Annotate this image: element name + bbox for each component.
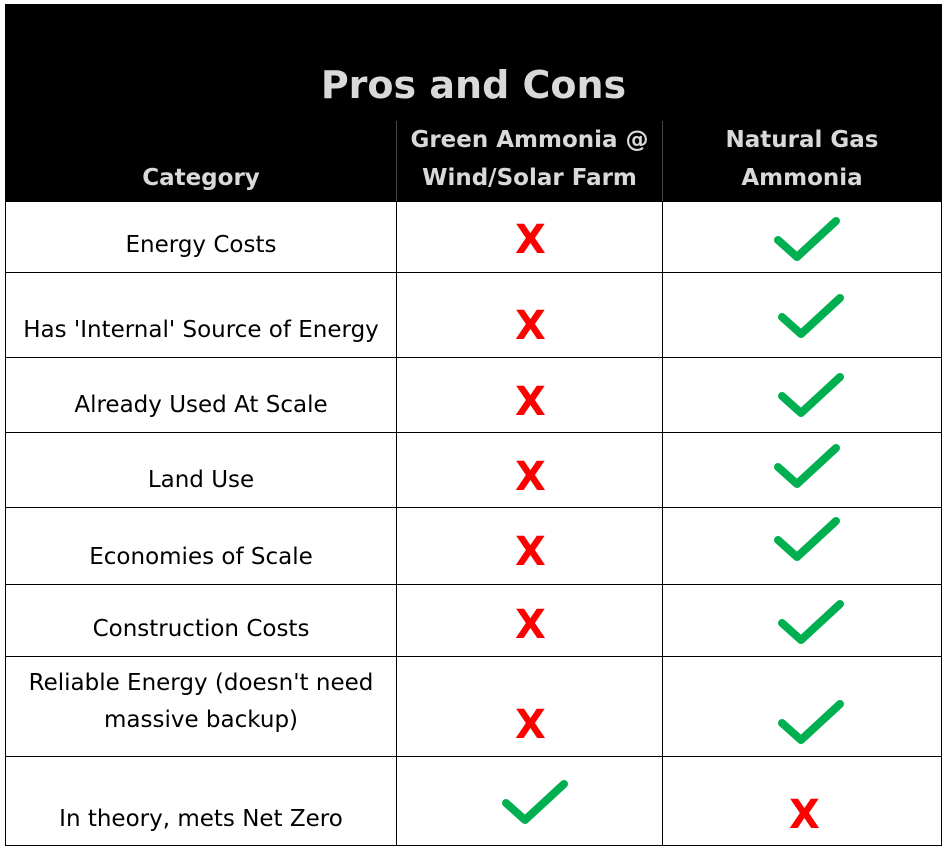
table-row: Has 'Internal' Source of Energy X [6,272,941,357]
category-label: In theory, mets Net Zero [59,806,343,832]
cross-mark-icon: X [515,217,546,263]
cross-mark-icon: X [515,303,546,349]
green-cell: X [397,202,663,272]
category-cell: Energy Costs [6,202,397,272]
category-label: Has 'Internal' Source of Energy [23,317,379,343]
gas-cell [663,585,941,656]
header-green-line1: Green Ammonia @ [410,127,649,153]
green-cell: X [397,585,663,656]
cross-mark-icon: X [515,702,546,748]
check-mark-icon [778,700,844,744]
category-label: Energy Costs [125,232,277,258]
check-mark-icon [778,600,844,644]
gas-cell [663,433,941,507]
category-cell: Already Used At Scale [6,358,397,432]
green-cell [397,757,663,846]
header-green-ammonia: Green Ammonia @ Wind/Solar Farm [397,121,663,201]
check-mark-icon [774,217,840,261]
pros-cons-table: Pros and Cons Category Green Ammonia @ W… [5,4,942,846]
green-cell: X [397,433,663,507]
check-mark-icon [778,373,844,417]
gas-cell: X [663,757,941,846]
category-cell: Economies of Scale [6,508,397,584]
gas-cell [663,358,941,432]
category-label-line2: massive backup) [103,707,299,733]
check-mark-icon [774,444,840,488]
category-label: Construction Costs [92,616,310,642]
category-cell: Land Use [6,433,397,507]
header-category: Category [6,121,397,201]
green-cell: X [397,657,663,756]
header-category-label: Category [142,165,260,191]
table-row: Reliable Energy (doesn't need massive ba… [6,656,941,756]
check-mark-icon [502,780,568,824]
table-row: Economies of Scale X [6,507,941,584]
category-cell: In theory, mets Net Zero [6,757,397,846]
table-row: Land Use X [6,432,941,507]
header-gas-label: Natural Gas Ammonia [725,127,879,191]
header-green-line2: Wind/Solar Farm [422,165,637,191]
gas-cell [663,508,941,584]
category-label: Economies of Scale [89,544,313,570]
category-cell: Has 'Internal' Source of Energy [6,273,397,357]
category-label: Already Used At Scale [74,392,328,418]
gas-cell [663,202,941,272]
cross-mark-icon: X [515,529,546,575]
green-cell: X [397,273,663,357]
cross-mark-icon: X [515,379,546,425]
category-cell: Reliable Energy (doesn't need massive ba… [6,657,397,756]
green-cell: X [397,508,663,584]
gas-cell [663,273,941,357]
header-row: Category Green Ammonia @ Wind/Solar Farm… [6,121,941,201]
gas-cell [663,657,941,756]
table-row: Already Used At Scale X [6,357,941,432]
table-row: In theory, mets Net Zero X [6,756,941,846]
table-title: Pros and Cons [6,5,941,121]
cross-mark-icon: X [515,454,546,500]
header-natural-gas: Natural Gas Ammonia [663,121,941,201]
category-label-line1: Reliable Energy (doesn't need [28,670,374,696]
check-mark-icon [778,294,844,338]
check-mark-icon [774,517,840,561]
category-label: Land Use [147,467,255,493]
category-cell: Construction Costs [6,585,397,656]
cross-mark-icon: X [515,602,546,648]
cross-mark-icon: X [789,792,820,838]
table-row: Energy Costs X [6,201,941,272]
green-cell: X [397,358,663,432]
table-row: Construction Costs X [6,584,941,656]
